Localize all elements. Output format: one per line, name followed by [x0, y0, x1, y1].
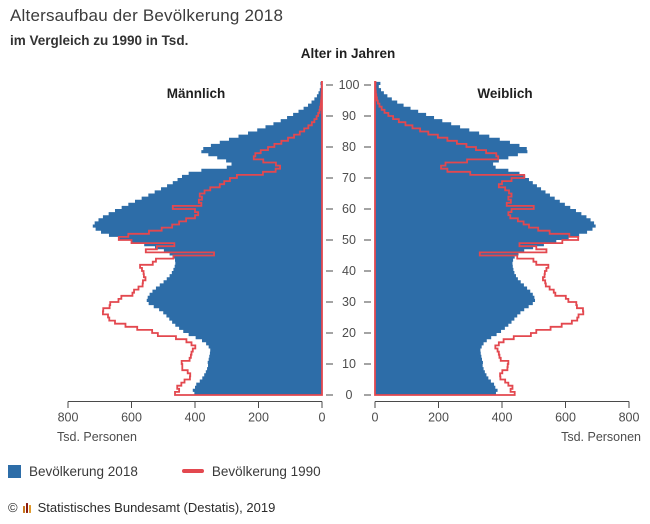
line-1990-male — [102, 81, 323, 396]
value-tick-label-right-800: 800 — [619, 411, 640, 425]
page-title: Altersaufbau der Bevölkerung 2018 — [10, 6, 284, 25]
age-axis-title: Alter in Jahren — [301, 46, 396, 61]
value-tick-label-right-400: 400 — [492, 411, 513, 425]
value-tick-label-left-0: 0 — [319, 411, 326, 425]
area-2018-female — [375, 81, 596, 396]
value-tick-label-right-200: 200 — [428, 411, 449, 425]
population-pyramid-chart: Alter in Jahren Männlich Weiblich Tsd. P… — [57, 46, 641, 444]
source-text: Statistisches Bundesamt (Destatis), 2019 — [37, 500, 276, 515]
panel-label-female: Weiblich — [477, 86, 532, 101]
value-tick-label-left-400: 400 — [185, 411, 206, 425]
legend-item-2018: Bevölkerung 2018 — [8, 464, 138, 479]
age-tick-label-10: 10 — [342, 357, 356, 371]
panel-label-male: Männlich — [167, 86, 226, 101]
age-tick-label-60: 60 — [342, 202, 356, 216]
page-subtitle: im Vergleich zu 1990 in Tsd. — [10, 33, 189, 48]
legend-label-1990: Bevölkerung 1990 — [211, 463, 321, 479]
value-axis-title-right: Tsd. Personen — [561, 430, 641, 444]
legend-swatch-2018 — [8, 464, 21, 478]
source-footer: © Statistisches Bundesamt (Destatis), 20… — [8, 500, 275, 515]
legend-label-2018: Bevölkerung 2018 — [29, 463, 138, 479]
age-tick-label-70: 70 — [342, 171, 356, 185]
area-2018-male — [92, 81, 322, 396]
value-tick-label-right-0: 0 — [372, 411, 379, 425]
legend-swatch-1990 — [181, 469, 204, 473]
value-tick-label-left-600: 600 — [121, 411, 142, 425]
legend-item-1990: Bevölkerung 1990 — [181, 463, 321, 479]
age-tick-label-100: 100 — [339, 78, 360, 92]
destatis-logo-icon — [22, 502, 32, 513]
line-1990-female — [374, 81, 585, 396]
age-tick-label-40: 40 — [342, 264, 356, 278]
chart-legend: Bevölkerung 2018 Bevölkerung 1990 — [8, 462, 321, 480]
value-tick-label-left-200: 200 — [248, 411, 269, 425]
age-tick-label-20: 20 — [342, 326, 356, 340]
plot-layer: 0 0 200 200 400 400 600 600 800 800 0 10 20 30 40 50 60 7… — [58, 78, 640, 425]
value-axis-title-left: Tsd. Personen — [57, 430, 137, 444]
age-tick-label-30: 30 — [342, 295, 356, 309]
age-tick-label-0: 0 — [346, 388, 353, 402]
copyright-symbol: © — [8, 500, 18, 515]
age-tick-label-90: 90 — [342, 109, 356, 123]
value-tick-label-right-600: 600 — [555, 411, 576, 425]
age-tick-label-50: 50 — [342, 233, 356, 247]
value-tick-label-left-800: 800 — [58, 411, 79, 425]
age-tick-label-80: 80 — [342, 140, 356, 154]
